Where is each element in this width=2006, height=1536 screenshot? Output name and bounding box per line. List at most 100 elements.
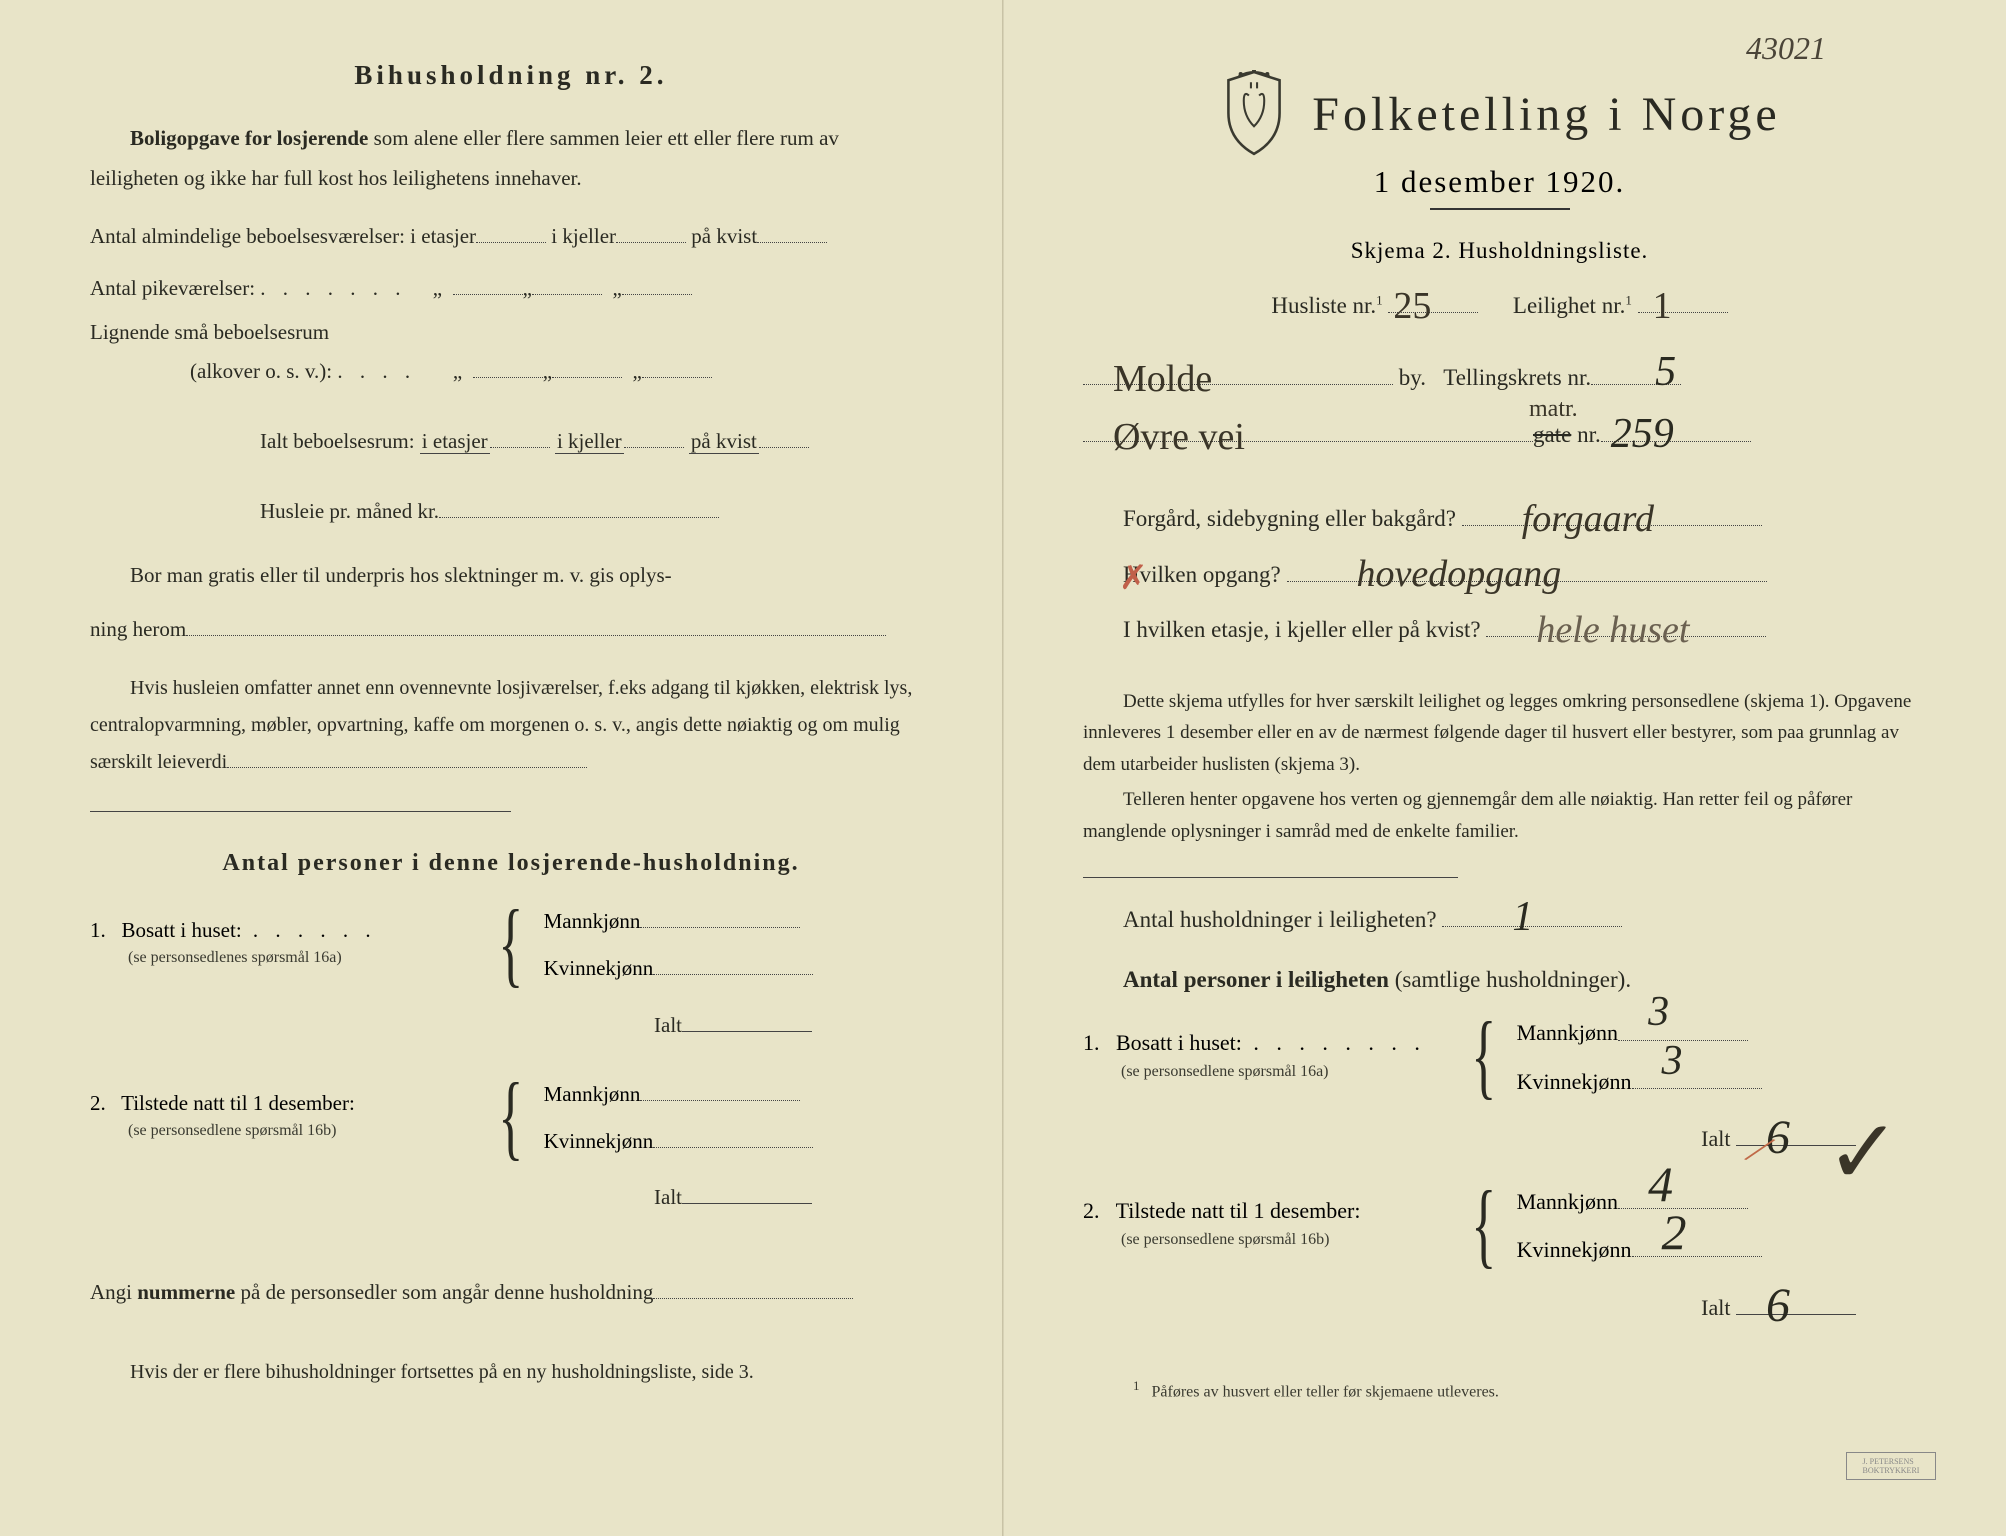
note: (se personsedlene spørsmål 16b) bbox=[90, 1122, 336, 1139]
alkover-line: (alkover o. s. v.): . . . . „ „ „ bbox=[90, 352, 932, 392]
note: (se personsedlenes spørsmål 16a) bbox=[90, 949, 342, 966]
field bbox=[227, 746, 587, 768]
field bbox=[640, 1078, 800, 1101]
label: Husliste nr. bbox=[1271, 293, 1376, 318]
field: 3 bbox=[1618, 1016, 1748, 1040]
handwritten-value: 6 bbox=[1766, 1092, 1790, 1183]
angi-line: Angi nummerne på de personsedler som ang… bbox=[90, 1273, 932, 1313]
label: Kvinnekjønn bbox=[544, 956, 654, 980]
field bbox=[759, 425, 809, 448]
etasje-row: I hvilken etasje, i kjeller eller på kvi… bbox=[1083, 608, 1916, 652]
intro-bold: Boligopgave for losjerende bbox=[130, 126, 368, 150]
label: i kjeller bbox=[555, 429, 624, 454]
label: på kvist bbox=[691, 224, 757, 248]
label: (alkover o. s. v.): bbox=[190, 359, 332, 383]
handwritten-value: matr. bbox=[1529, 387, 1578, 433]
question-2: 2. Tilstede natt til 1 desember: (se per… bbox=[90, 1076, 932, 1157]
field bbox=[640, 905, 800, 928]
handwritten-value: hele huset bbox=[1496, 594, 1689, 666]
pike-line: Antal pikeværelser: . . . . . . . „ „ „ bbox=[90, 269, 932, 309]
label-bold: Antal personer i leiligheten bbox=[1123, 967, 1389, 992]
q1-right: Mannkjønn Kvinnekjønn bbox=[544, 905, 814, 981]
gratis-line: Bor man gratis eller til underpris hos s… bbox=[90, 556, 932, 596]
field bbox=[624, 425, 684, 448]
printer-stamp: J. PETERSENSBOKTRYKKERI bbox=[1846, 1452, 1936, 1480]
gate-label-group: matr. gate nr. bbox=[1533, 413, 1601, 457]
label: Mannkjønn bbox=[1517, 1189, 1618, 1214]
label: Kvinnekjønn bbox=[1517, 1069, 1632, 1094]
checkmark-icon: ✓ bbox=[1826, 1068, 1901, 1239]
q1-right: Mannkjønn3 Kvinnekjønn3 bbox=[1517, 1016, 1762, 1094]
label: by. bbox=[1399, 356, 1426, 400]
field: 1 bbox=[1442, 902, 1622, 927]
intro-paragraph: Boligopgave for losjerende som alene ell… bbox=[90, 119, 932, 199]
field bbox=[490, 425, 550, 448]
handwritten-value: 1 bbox=[1472, 878, 1533, 958]
field: 2 bbox=[1632, 1233, 1762, 1257]
label: Antal husholdninger i leiligheten? bbox=[1123, 907, 1437, 932]
label: Mannkjønn bbox=[544, 909, 641, 933]
handwritten-value: 25 bbox=[1393, 270, 1431, 342]
brace-icon: { bbox=[1471, 1015, 1496, 1096]
q2-right: Mannkjønn4 Kvinnekjønn2 bbox=[1517, 1185, 1762, 1263]
left-footer: Hvis der er flere bihusholdninger fortse… bbox=[90, 1353, 932, 1391]
opgang-row: ✗ Hvilken opgang? hovedopgang bbox=[1083, 553, 1916, 597]
handwritten-value: 2 bbox=[1662, 1203, 1687, 1261]
num: 1. bbox=[1083, 1030, 1100, 1055]
label: Ialt bbox=[1701, 1295, 1730, 1320]
dots: . . . . . . . . bbox=[1242, 1030, 1426, 1055]
note: (se personsedlene spørsmål 16b) bbox=[1083, 1231, 1329, 1248]
left-heading: Bihusholdning nr. 2. bbox=[90, 60, 932, 91]
footnote-ref: 1 bbox=[1376, 292, 1383, 307]
text-bold: nummerne bbox=[137, 1280, 235, 1304]
census-document: Bihusholdning nr. 2. Boligopgave for los… bbox=[0, 0, 2006, 1536]
note-paragraph: Hvis husleien omfatter annet enn ovennev… bbox=[90, 670, 932, 781]
field bbox=[622, 272, 692, 295]
divider bbox=[1083, 877, 1458, 878]
handwritten-value: 3 bbox=[1662, 1037, 1683, 1085]
field: 259 bbox=[1601, 417, 1751, 442]
instructions-1: Dette skjema utfylles for hver særskilt … bbox=[1083, 686, 1916, 780]
gratis-line2: ning herom bbox=[90, 610, 932, 650]
label: Ialt beboelsesrum: bbox=[260, 429, 415, 453]
title-underline bbox=[1430, 208, 1570, 210]
forgard-row: Forgård, sidebygning eller bakgård? forg… bbox=[1083, 497, 1916, 541]
field bbox=[439, 495, 719, 518]
lignende-line: Lignende små beboelsesrum bbox=[90, 313, 932, 353]
corner-number: 43021 bbox=[1746, 30, 1826, 67]
by-row: Molde by. Tellingskrets nr. 5 bbox=[1083, 356, 1916, 400]
field bbox=[682, 1181, 812, 1204]
field: 6 ⁄ bbox=[1736, 1122, 1856, 1146]
label: Tilstede natt til 1 desember: bbox=[121, 1091, 355, 1115]
q2-left: 2. Tilstede natt til 1 desember: (se per… bbox=[90, 1091, 470, 1141]
label: i etasjer bbox=[420, 429, 490, 454]
right-page: 43021 Folketelling i Norge 1 desember 19… bbox=[1003, 0, 2006, 1536]
field: 1 bbox=[1638, 288, 1728, 313]
num: 1. bbox=[90, 918, 106, 942]
label: i kjeller bbox=[551, 224, 616, 248]
label: Antal pikeværelser: bbox=[90, 276, 255, 300]
q2-ialt-row: Ialt 6 bbox=[1083, 1287, 1916, 1329]
instructions-2: Telleren henter opgavene hos verten og g… bbox=[1083, 784, 1916, 847]
field: hovedopgang bbox=[1287, 556, 1767, 581]
brace-icon: { bbox=[498, 903, 523, 984]
label: Ialt bbox=[1701, 1126, 1730, 1151]
field bbox=[757, 220, 827, 243]
q2-left: 2. Tilstede natt til 1 desember: (se per… bbox=[1083, 1198, 1443, 1250]
q2-ialt: Ialt bbox=[90, 1178, 932, 1218]
handwritten-value: 1 bbox=[1653, 270, 1672, 342]
brace-icon: { bbox=[1471, 1184, 1496, 1265]
field bbox=[653, 1125, 813, 1148]
field bbox=[453, 272, 523, 295]
footnote: 1 Påføres av husvert eller teller før sk… bbox=[1083, 1378, 1916, 1401]
red-x-mark: ✗ bbox=[1079, 547, 1148, 612]
dots: . . . . bbox=[337, 359, 416, 383]
label: Husleie pr. måned kr. bbox=[260, 499, 439, 523]
husleie-line: Husleie pr. måned kr. bbox=[90, 492, 932, 532]
label: Tilstede natt til 1 desember: bbox=[1116, 1198, 1361, 1223]
num: 2. bbox=[1083, 1198, 1100, 1223]
num: 2. bbox=[90, 1091, 106, 1115]
label: I hvilken etasje, i kjeller eller på kvi… bbox=[1123, 617, 1481, 642]
title-row: Folketelling i Norge bbox=[1083, 70, 1916, 158]
handwritten-value: 259 bbox=[1611, 395, 1674, 475]
